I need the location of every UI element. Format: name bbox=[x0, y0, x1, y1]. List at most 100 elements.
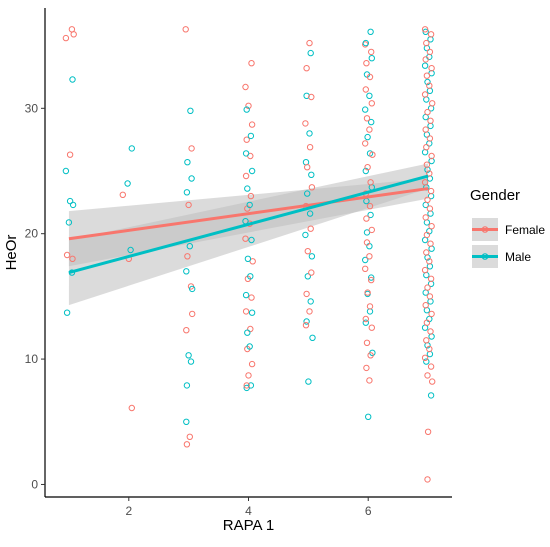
data-point-female bbox=[423, 337, 430, 344]
data-point-female bbox=[304, 164, 311, 171]
data-point-female bbox=[63, 251, 71, 259]
data-point-male bbox=[362, 167, 369, 175]
data-point-female bbox=[423, 39, 430, 47]
y-tick-label: 10 bbox=[25, 352, 39, 366]
data-point-female bbox=[242, 235, 249, 242]
data-point-male bbox=[244, 329, 251, 336]
data-point-female bbox=[424, 108, 431, 116]
data-point-female bbox=[423, 231, 431, 239]
data-point-male bbox=[422, 28, 429, 35]
legend-title: Gender bbox=[470, 187, 520, 204]
data-point-female bbox=[426, 205, 434, 212]
data-point-female bbox=[306, 39, 313, 47]
data-point-male bbox=[365, 413, 372, 420]
data-point-female bbox=[248, 121, 256, 128]
data-point-female bbox=[422, 56, 429, 63]
data-point-female bbox=[366, 202, 374, 210]
x-tick-label: 6 bbox=[365, 504, 372, 518]
data-point-female bbox=[427, 31, 435, 38]
legend-label-female: Female bbox=[505, 223, 545, 237]
data-point-male bbox=[306, 130, 313, 137]
data-point-male bbox=[302, 231, 309, 239]
data-point-female bbox=[363, 115, 371, 122]
data-point-female bbox=[421, 91, 429, 98]
data-point-male bbox=[426, 350, 434, 358]
data-point-male bbox=[305, 378, 312, 385]
data-point-female bbox=[182, 26, 189, 33]
data-point-female bbox=[426, 345, 433, 353]
data-point-male bbox=[368, 274, 375, 281]
data-point-female bbox=[367, 352, 374, 359]
data-point-male bbox=[368, 55, 375, 62]
data-point-male bbox=[183, 418, 190, 425]
data-point-male bbox=[184, 159, 191, 166]
data-point-female bbox=[245, 372, 252, 379]
confidence-bands bbox=[68, 163, 429, 306]
data-point-male bbox=[306, 210, 314, 217]
data-point-female bbox=[363, 239, 371, 246]
data-point-female bbox=[427, 117, 434, 125]
data-point-female bbox=[369, 151, 376, 158]
data-point-male bbox=[187, 107, 194, 115]
data-point-female bbox=[368, 276, 375, 284]
data-point-female bbox=[366, 377, 373, 384]
data-point-female bbox=[422, 302, 429, 309]
data-point-male bbox=[124, 180, 131, 187]
data-point-female bbox=[186, 433, 194, 440]
data-point-male bbox=[366, 92, 373, 100]
data-point-female bbox=[423, 249, 430, 256]
data-point-female bbox=[427, 328, 434, 335]
data-point-male bbox=[242, 291, 250, 299]
data-point-male bbox=[307, 49, 314, 57]
data-point-female bbox=[421, 179, 429, 186]
data-point-male bbox=[183, 382, 191, 389]
data-point-male bbox=[421, 236, 429, 244]
data-point-female bbox=[421, 26, 429, 33]
ci-band-male bbox=[68, 163, 429, 306]
data-point-female bbox=[363, 364, 370, 372]
data-point-female bbox=[423, 319, 431, 326]
data-point-male bbox=[244, 185, 251, 192]
data-point-female bbox=[428, 152, 435, 160]
data-point-female bbox=[424, 372, 431, 379]
data-point-female bbox=[306, 144, 314, 151]
data-point-female bbox=[307, 225, 314, 232]
y-tick-label: 30 bbox=[25, 101, 39, 115]
data-point-female bbox=[364, 164, 371, 171]
data-point-male bbox=[247, 132, 255, 140]
data-point-male bbox=[65, 219, 73, 226]
data-point-female bbox=[366, 303, 374, 310]
data-point-female bbox=[184, 253, 191, 260]
data-point-female bbox=[119, 191, 127, 199]
data-point-male bbox=[303, 318, 310, 325]
data-point-female bbox=[243, 382, 250, 389]
data-point-male bbox=[63, 309, 71, 316]
data-point-female bbox=[70, 31, 77, 38]
data-point-female bbox=[247, 192, 255, 200]
data-point-male bbox=[128, 145, 136, 152]
data-point-female bbox=[428, 310, 435, 318]
trend-lines bbox=[68, 174, 429, 275]
data-point-female bbox=[426, 293, 434, 300]
data-point-female bbox=[303, 65, 310, 72]
data-point-female bbox=[363, 339, 371, 346]
data-point-male bbox=[304, 273, 311, 280]
data-point-male bbox=[248, 167, 256, 175]
legend-key-point bbox=[481, 253, 489, 260]
data-point-female bbox=[303, 290, 310, 298]
data-point-male bbox=[186, 243, 194, 250]
trend-line-female bbox=[68, 187, 429, 241]
data-point-female bbox=[306, 308, 313, 315]
data-point-female bbox=[66, 151, 74, 158]
data-point-male bbox=[185, 352, 192, 359]
data-point-female bbox=[368, 48, 375, 56]
data-point-female bbox=[183, 441, 191, 448]
data-point-female bbox=[423, 144, 430, 151]
data-point-male bbox=[308, 253, 316, 260]
data-point-male bbox=[246, 201, 253, 209]
data-point-male bbox=[307, 298, 314, 305]
axes: 2 4 6 0 10 20 30 RAPA 1 HeOr bbox=[3, 8, 452, 534]
data-point-male bbox=[364, 133, 371, 141]
data-point-male bbox=[69, 76, 76, 83]
data-point-male bbox=[367, 211, 374, 219]
